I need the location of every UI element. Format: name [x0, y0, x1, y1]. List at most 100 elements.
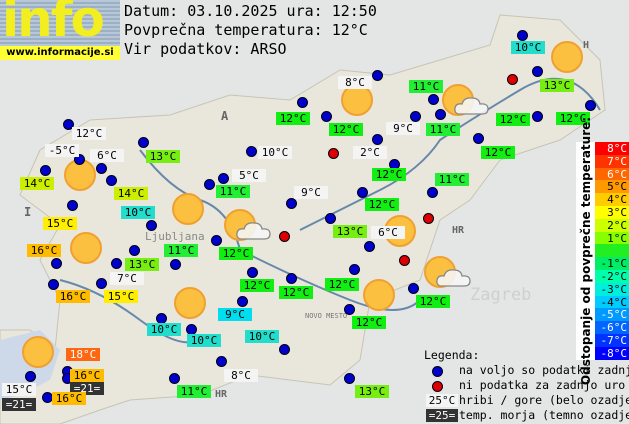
- temperature-label[interactable]: 14°C: [20, 177, 54, 190]
- temperature-label[interactable]: 12°C: [496, 113, 530, 126]
- site-url-link[interactable]: www.informacije.si: [0, 46, 120, 60]
- temperature-label[interactable]: 6°C: [90, 149, 124, 162]
- temperature-label[interactable]: 13°C: [146, 150, 180, 163]
- temperature-label[interactable]: 12°C: [325, 278, 359, 291]
- station-dot[interactable]: [410, 111, 421, 122]
- station-dot[interactable]: [106, 175, 117, 186]
- station-dot[interactable]: [585, 100, 596, 111]
- station-dot[interactable]: [138, 137, 149, 148]
- station-dot[interactable]: [216, 356, 227, 367]
- temperature-label[interactable]: 12°C: [481, 146, 515, 159]
- temperature-label[interactable]: 16°C: [56, 290, 90, 303]
- no-data-dot[interactable]: [328, 148, 339, 159]
- temperature-label[interactable]: 12°C: [365, 198, 399, 211]
- station-dot[interactable]: [325, 213, 336, 224]
- temperature-label[interactable]: 12°C: [556, 112, 590, 125]
- temperature-label[interactable]: 10°C: [511, 41, 545, 54]
- site-logo[interactable]: info www.informacije.si: [0, 0, 120, 60]
- temperature-label[interactable]: 11°C: [164, 244, 198, 257]
- temperature-label[interactable]: 12°C: [72, 127, 106, 140]
- temperature-label[interactable]: 8°C: [224, 369, 258, 382]
- temperature-label[interactable]: 14°C: [114, 187, 148, 200]
- station-dot[interactable]: [349, 264, 360, 275]
- station-dot[interactable]: [169, 373, 180, 384]
- no-data-dot[interactable]: [279, 231, 290, 242]
- temperature-label[interactable]: 5°C: [232, 169, 266, 182]
- station-dot[interactable]: [344, 373, 355, 384]
- temperature-label[interactable]: 12°C: [416, 295, 450, 308]
- station-dot[interactable]: [48, 279, 59, 290]
- station-dot[interactable]: [129, 245, 140, 256]
- temperature-label[interactable]: 12°C: [240, 279, 274, 292]
- station-dot[interactable]: [74, 154, 85, 165]
- temperature-label[interactable]: 15°C: [104, 290, 138, 303]
- temperature-label[interactable]: 12°C: [329, 123, 363, 136]
- temperature-label[interactable]: 10°C: [147, 323, 181, 336]
- temperature-label[interactable]: 15°C: [43, 217, 77, 230]
- station-dot[interactable]: [25, 371, 36, 382]
- no-data-dot[interactable]: [399, 255, 410, 266]
- temperature-label[interactable]: 10°C: [245, 330, 279, 343]
- temperature-label[interactable]: 16°C: [70, 369, 104, 382]
- station-dot[interactable]: [321, 111, 332, 122]
- station-dot[interactable]: [40, 165, 51, 176]
- station-dot[interactable]: [237, 296, 248, 307]
- temperature-label[interactable]: 10°C: [121, 206, 155, 219]
- temperature-label[interactable]: 11°C: [409, 80, 443, 93]
- station-dot[interactable]: [247, 267, 258, 278]
- station-dot[interactable]: [279, 344, 290, 355]
- station-dot[interactable]: [517, 30, 528, 41]
- station-dot[interactable]: [170, 259, 181, 270]
- temperature-label[interactable]: 10°C: [187, 334, 221, 347]
- station-dot[interactable]: [435, 109, 446, 120]
- temperature-label[interactable]: 13°C: [355, 385, 389, 398]
- temperature-label[interactable]: 11°C: [426, 123, 460, 136]
- station-dot[interactable]: [218, 173, 229, 184]
- station-dot[interactable]: [96, 163, 107, 174]
- station-dot[interactable]: [63, 119, 74, 130]
- station-dot[interactable]: [532, 111, 543, 122]
- station-dot[interactable]: [428, 94, 439, 105]
- temperature-label[interactable]: 12°C: [276, 112, 310, 125]
- temperature-label[interactable]: =21=: [2, 398, 36, 411]
- temperature-label[interactable]: 16°C: [27, 244, 61, 257]
- station-dot[interactable]: [344, 304, 355, 315]
- temperature-label[interactable]: 6°C: [371, 226, 405, 239]
- station-dot[interactable]: [246, 146, 257, 157]
- temperature-label[interactable]: 12°C: [279, 286, 313, 299]
- temperature-label[interactable]: 11°C: [216, 185, 250, 198]
- station-dot[interactable]: [51, 258, 62, 269]
- station-dot[interactable]: [427, 187, 438, 198]
- station-dot[interactable]: [297, 97, 308, 108]
- station-dot[interactable]: [67, 200, 78, 211]
- temperature-label[interactable]: 13°C: [125, 258, 159, 271]
- temperature-label[interactable]: 9°C: [386, 122, 420, 135]
- temperature-label[interactable]: 15°C: [2, 383, 36, 396]
- temperature-label[interactable]: 13°C: [333, 225, 367, 238]
- temperature-label[interactable]: 12°C: [372, 168, 406, 181]
- station-dot[interactable]: [96, 278, 107, 289]
- station-dot[interactable]: [111, 258, 122, 269]
- no-data-dot[interactable]: [507, 74, 518, 85]
- station-dot[interactable]: [146, 220, 157, 231]
- temperature-label[interactable]: 10°C: [258, 146, 292, 159]
- station-dot[interactable]: [286, 273, 297, 284]
- station-dot[interactable]: [408, 283, 419, 294]
- temperature-label[interactable]: 11°C: [435, 173, 469, 186]
- station-dot[interactable]: [204, 179, 215, 190]
- station-dot[interactable]: [364, 241, 375, 252]
- temperature-label[interactable]: 2°C: [353, 146, 387, 159]
- temperature-label[interactable]: 11°C: [177, 385, 211, 398]
- temperature-label[interactable]: 12°C: [352, 316, 386, 329]
- temperature-label[interactable]: 9°C: [294, 186, 328, 199]
- temperature-label[interactable]: 8°C: [338, 76, 372, 89]
- temperature-label[interactable]: 13°C: [540, 79, 574, 92]
- station-dot[interactable]: [286, 198, 297, 209]
- temperature-label[interactable]: 12°C: [219, 247, 253, 260]
- station-dot[interactable]: [211, 235, 222, 246]
- station-dot[interactable]: [372, 70, 383, 81]
- station-dot[interactable]: [372, 134, 383, 145]
- no-data-dot[interactable]: [423, 213, 434, 224]
- temperature-label[interactable]: -5°C: [45, 144, 79, 157]
- station-dot[interactable]: [532, 66, 543, 77]
